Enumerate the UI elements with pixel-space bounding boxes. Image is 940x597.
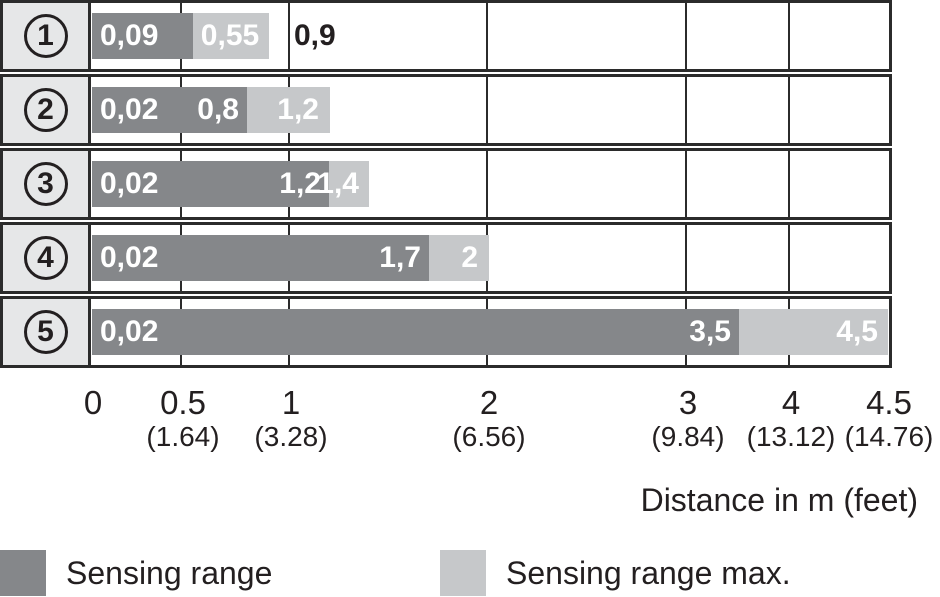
row-plot: 0,02 1,2 1,4 xyxy=(91,148,892,220)
vertical-gridline xyxy=(788,225,790,291)
x-tick-label-m: 3 xyxy=(678,384,698,421)
row-number-badge: 4 xyxy=(0,222,91,294)
row-number-badge: 2 xyxy=(0,74,91,146)
vertical-gridline xyxy=(288,3,290,69)
range-bar: 0,02 0,8 1,2 xyxy=(92,87,330,133)
legend-label-sensing-range: Sensing range xyxy=(66,555,273,591)
bar-value-label: 1,2 xyxy=(279,167,321,200)
x-tick-label-feet: (6.56) xyxy=(452,421,526,452)
row-plot: 0,02 3,5 4,5 xyxy=(91,296,892,368)
bar-end-label-outside: 0,9 xyxy=(294,19,336,52)
legend-swatch-sensing-range xyxy=(0,550,46,596)
bar-value-label: 0,02 xyxy=(100,167,159,200)
sensing-range-max-bar xyxy=(329,161,369,207)
sensing-range-bar xyxy=(92,87,247,133)
vertical-gridline xyxy=(685,151,687,217)
bar-value-label: 0,02 xyxy=(100,93,159,126)
x-axis-title: Distance in m (feet) xyxy=(640,482,918,518)
x-tick-label-m: 0.5 xyxy=(160,384,206,421)
row-plot: 0,02 1,7 2 xyxy=(91,222,892,294)
row-number-badge: 3 xyxy=(0,148,91,220)
circled-number: 5 xyxy=(23,310,68,354)
range-bar: 0,02 3,5 4,5 xyxy=(92,309,888,355)
chart-row-1: 1 0,09 0,55 0,9 xyxy=(0,0,892,72)
vertical-gridline xyxy=(486,151,488,217)
bar-value-label: 1,4 xyxy=(317,167,359,200)
x-tick-label-m: 4.5 xyxy=(866,384,912,421)
range-bar: 0,02 1,2 1,4 xyxy=(92,161,369,207)
vertical-gridline xyxy=(685,77,687,143)
sensing-range-max-bar xyxy=(247,87,330,133)
sensing-range-max-bar xyxy=(193,13,269,59)
legend: Sensing range Sensing range max. xyxy=(0,550,940,596)
sensing-range-bar xyxy=(92,161,329,207)
bar-value-label: 2 xyxy=(461,241,478,274)
bar-value-label: 3,5 xyxy=(689,315,731,348)
bar-chart: 1 0,09 0,55 0,9 2 0,02 0,8 1,2 3 0,02 1,2 1,4 4 0,02 1… xyxy=(0,0,892,368)
x-tick-label-feet: (3.28) xyxy=(254,421,328,452)
sensing-range-max-bar xyxy=(429,235,489,281)
legend-label-sensing-range-max: Sensing range max. xyxy=(506,555,791,591)
sensing-range-bar xyxy=(92,235,429,281)
range-bar: 0,09 0,55 0,9 xyxy=(92,13,336,59)
sensing-range-bar xyxy=(92,13,193,59)
circled-number: 1 xyxy=(23,14,68,58)
sensing-range-max-bar xyxy=(739,309,888,355)
x-tick-label-m: 0 xyxy=(83,384,103,421)
bar-value-label: 0,02 xyxy=(100,241,159,274)
bar-value-label: 4,5 xyxy=(836,315,878,348)
row-number-badge: 1 xyxy=(0,0,91,72)
row-plot: 0,09 0,55 0,9 xyxy=(91,0,892,72)
chart-row-2: 2 0,02 0,8 1,2 xyxy=(0,74,892,146)
x-tick-label-m: 4 xyxy=(781,384,801,421)
circled-number: 4 xyxy=(23,236,68,280)
vertical-gridline xyxy=(788,151,790,217)
circled-number: 3 xyxy=(23,162,68,206)
vertical-gridline xyxy=(788,77,790,143)
x-tick-label-m: 1 xyxy=(281,384,301,421)
legend-item-sensing-range: Sensing range xyxy=(0,550,272,596)
chart-row-5: 5 0,02 3,5 4,5 xyxy=(0,296,892,368)
range-bar: 0,02 1,7 2 xyxy=(92,235,489,281)
bar-value-label: 1,7 xyxy=(379,241,421,274)
bar-value-label: 0,55 xyxy=(200,19,260,52)
bar-value-label: 1,2 xyxy=(277,93,319,126)
chart-row-4: 4 0,02 1,7 2 xyxy=(0,222,892,294)
legend-item-sensing-range-max: Sensing range max. xyxy=(440,550,791,596)
vertical-gridline xyxy=(685,225,687,291)
vertical-gridline xyxy=(486,77,488,143)
vertical-gridline xyxy=(685,3,687,69)
chart-row-3: 3 0,02 1,2 1,4 xyxy=(0,148,892,220)
x-tick-label-feet: (14.76) xyxy=(844,421,934,452)
row-number-badge: 5 xyxy=(0,296,91,368)
row-plot: 0,02 0,8 1,2 xyxy=(91,74,892,146)
x-tick-label-feet: (1.64) xyxy=(146,421,220,452)
circled-number: 2 xyxy=(23,88,68,132)
bar-value-label: 0,02 xyxy=(100,315,159,348)
bar-value-label: 0,09 xyxy=(100,19,159,52)
x-tick-label-feet: (9.84) xyxy=(651,421,725,452)
vertical-gridline xyxy=(788,3,790,69)
x-axis: 0 0.5 (1.64) 1 (3.28) 2 (6.56) 3 (9.84) 4 (13.12) 4… xyxy=(0,370,940,460)
vertical-gridline xyxy=(486,3,488,69)
x-tick-label-feet: (13.12) xyxy=(746,421,836,452)
sensing-range-bar xyxy=(92,309,739,355)
x-tick-label-m: 2 xyxy=(479,384,499,421)
legend-swatch-sensing-range-max xyxy=(440,550,486,596)
bar-value-label: 0,8 xyxy=(197,93,239,126)
